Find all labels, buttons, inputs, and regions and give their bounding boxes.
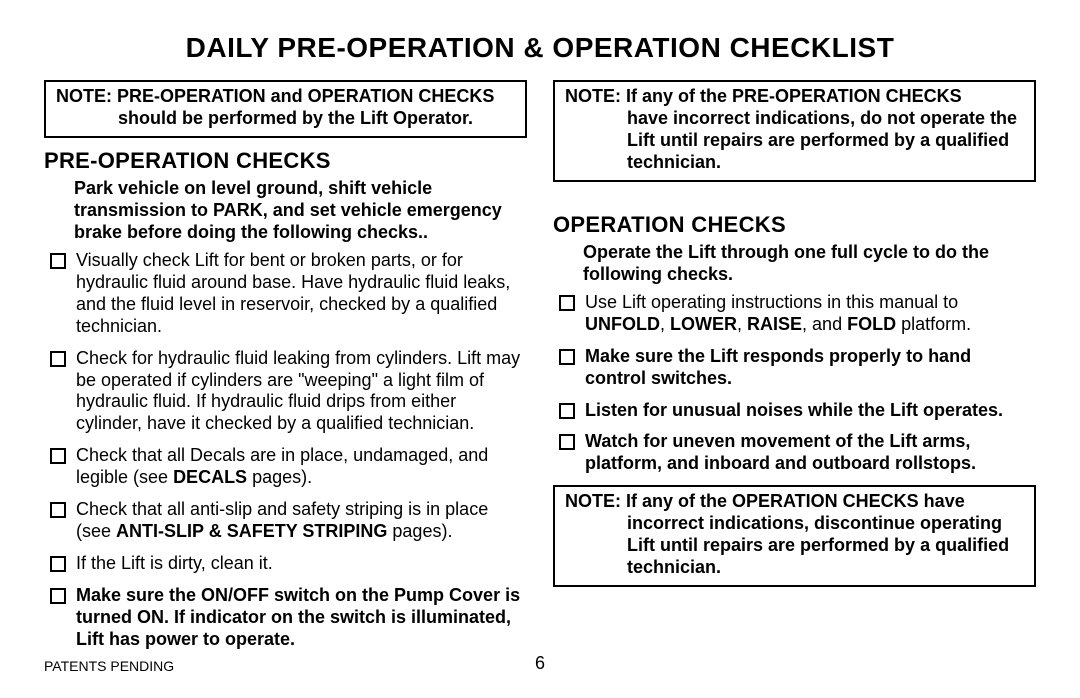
checkbox-icon[interactable] xyxy=(50,448,66,464)
spacer xyxy=(553,192,1036,208)
note-box-2: NOTE: If any of the PRE-OPERATION CHECKS… xyxy=(553,80,1036,182)
right-column: NOTE: If any of the PRE-OPERATION CHECKS… xyxy=(553,80,1036,661)
text-part: pages). xyxy=(387,521,452,541)
text-part: , and xyxy=(802,314,847,334)
preop-heading: PRE-OPERATION CHECKS xyxy=(44,148,527,174)
text-part: , xyxy=(737,314,747,334)
text-bold: ANTI-SLIP & SAFETY STRIPING xyxy=(116,521,387,541)
checkbox-icon[interactable] xyxy=(559,295,575,311)
text-bold: LOWER xyxy=(670,314,737,334)
check-item: Watch for uneven movement of the Lift ar… xyxy=(553,431,1036,475)
check-item: Listen for unusual noises while the Lift… xyxy=(553,400,1036,422)
check-item: Check that all Decals are in place, unda… xyxy=(44,445,527,489)
columns: NOTE: PRE-OPERATION and OPERATION CHECKS… xyxy=(44,80,1036,661)
note1-line1: NOTE: PRE-OPERATION and OPERATION CHECKS xyxy=(56,86,515,108)
check-text: Listen for unusual noises while the Lift… xyxy=(585,400,1034,422)
check-item: Check for hydraulic fluid leaking from c… xyxy=(44,348,527,436)
checkbox-icon[interactable] xyxy=(50,351,66,367)
text-part: platform. xyxy=(896,314,971,334)
checkbox-icon[interactable] xyxy=(50,588,66,604)
check-text: If the Lift is dirty, clean it. xyxy=(76,553,525,575)
page-title: DAILY PRE-OPERATION & OPERATION CHECKLIS… xyxy=(44,32,1036,64)
op-leadin: Operate the Lift through one full cycle … xyxy=(553,242,1036,286)
check-text: Make sure the ON/OFF switch on the Pump … xyxy=(76,585,525,651)
check-item: Check that all anti-slip and safety stri… xyxy=(44,499,527,543)
check-text: Check that all anti-slip and safety stri… xyxy=(76,499,525,543)
preop-leadin: Park vehicle on level ground, shift vehi… xyxy=(44,178,527,244)
check-item: If the Lift is dirty, clean it. xyxy=(44,553,527,575)
note-box-3: NOTE: If any of the OPERATION CHECKS hav… xyxy=(553,485,1036,587)
text-part: Use Lift operating instructions in this … xyxy=(585,292,958,312)
text-bold: FOLD xyxy=(847,314,896,334)
check-text: Check for hydraulic fluid leaking from c… xyxy=(76,348,525,436)
check-item: Make sure the Lift responds properly to … xyxy=(553,346,1036,390)
checkbox-icon[interactable] xyxy=(50,556,66,572)
checkbox-icon[interactable] xyxy=(50,253,66,269)
text-part: , xyxy=(660,314,670,334)
checkbox-icon[interactable] xyxy=(559,403,575,419)
footer-patents: PATENTS PENDING xyxy=(44,658,174,674)
check-text: Visually check Lift for bent or broken p… xyxy=(76,250,525,338)
check-item: Use Lift operating instructions in this … xyxy=(553,292,1036,336)
footer-page-number: 6 xyxy=(535,653,545,674)
note3-rest: incorrect indications, discontinue opera… xyxy=(565,513,1024,579)
check-text: Make sure the Lift responds properly to … xyxy=(585,346,1034,390)
checkbox-icon[interactable] xyxy=(559,349,575,365)
checkbox-icon[interactable] xyxy=(50,502,66,518)
note2-rest: have incorrect indications, do not opera… xyxy=(565,108,1024,174)
text-bold: DECALS xyxy=(173,467,247,487)
check-item: Visually check Lift for bent or broken p… xyxy=(44,250,527,338)
check-text: Check that all Decals are in place, unda… xyxy=(76,445,525,489)
note-box-1: NOTE: PRE-OPERATION and OPERATION CHECKS… xyxy=(44,80,527,138)
text-part: pages). xyxy=(247,467,312,487)
text-bold: UNFOLD xyxy=(585,314,660,334)
checkbox-icon[interactable] xyxy=(559,434,575,450)
page: DAILY PRE-OPERATION & OPERATION CHECKLIS… xyxy=(0,0,1080,698)
text-bold: RAISE xyxy=(747,314,802,334)
left-column: NOTE: PRE-OPERATION and OPERATION CHECKS… xyxy=(44,80,527,661)
note2-line1: NOTE: If any of the PRE-OPERATION CHECKS xyxy=(565,86,1024,108)
check-text: Use Lift operating instructions in this … xyxy=(585,292,1034,336)
op-heading: OPERATION CHECKS xyxy=(553,212,1036,238)
note3-line1: NOTE: If any of the OPERATION CHECKS hav… xyxy=(565,491,1024,513)
check-text: Watch for uneven movement of the Lift ar… xyxy=(585,431,1034,475)
note1-line2: should be performed by the Lift Operator… xyxy=(56,108,515,130)
check-item: Make sure the ON/OFF switch on the Pump … xyxy=(44,585,527,651)
